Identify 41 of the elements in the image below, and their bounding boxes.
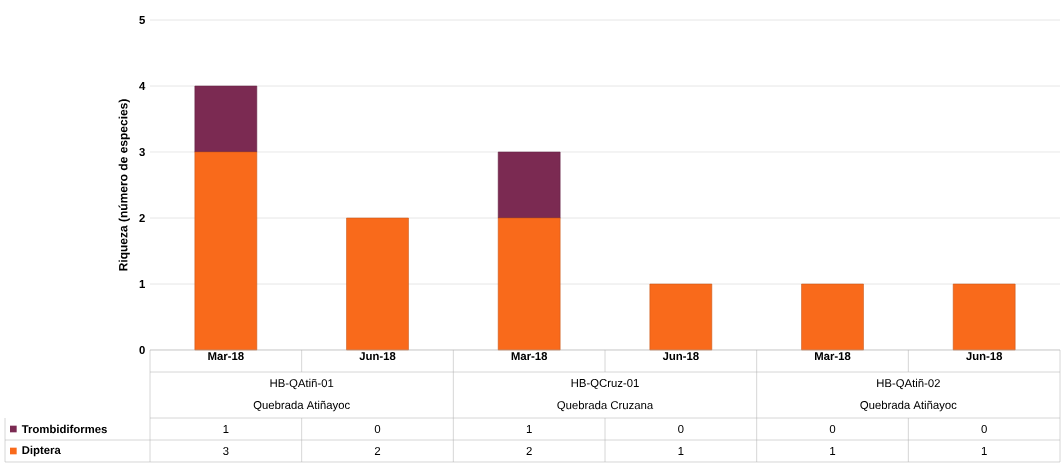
- data-label: 2: [526, 447, 532, 455]
- text: Quebrada Atiñayoc: [253, 400, 350, 412]
- data-label: 1: [830, 447, 836, 455]
- text: HB-QCruz-01: [571, 378, 639, 390]
- data-label: 1: [678, 447, 684, 455]
- text: HB-QAtiñ-01: [270, 378, 334, 390]
- data-label: 1: [526, 425, 532, 433]
- x-tick-label: Jun-18: [662, 352, 699, 361]
- bar: [801, 283, 864, 351]
- y-tick-label: 2: [139, 214, 145, 222]
- bar: [952, 283, 1016, 351]
- x-tick-label: Mar-18: [511, 352, 548, 361]
- data-label: 2: [374, 447, 381, 455]
- x-tick-label: Mar-18: [208, 352, 244, 361]
- y-tick-label: 4: [139, 82, 146, 90]
- data-label: 3: [223, 447, 229, 456]
- legend-label: Trombidiformes: [21, 424, 107, 434]
- bar: [497, 217, 561, 351]
- data-label: 0: [829, 425, 836, 434]
- bar: [497, 151, 561, 219]
- data-label: 0: [678, 425, 684, 434]
- y-tick-label: 0: [139, 346, 145, 355]
- data-label: 1: [981, 447, 987, 455]
- data-label: 1: [223, 425, 229, 433]
- text: HB-QAtiñ-02: [877, 378, 940, 390]
- x-tick-label: Mar-18: [814, 352, 851, 361]
- y-tick-label: 1: [139, 280, 145, 288]
- x-tick-label: Jun-18: [359, 352, 396, 361]
- legend-label: Diptera: [22, 445, 61, 457]
- data-label: 0: [981, 425, 987, 434]
- bar: [649, 283, 713, 351]
- x-tick-label: Jun-18: [966, 352, 1003, 361]
- y-tick-label: 5: [139, 16, 145, 24]
- bar: [194, 151, 258, 351]
- y-axis-title: Riqueza (número de especies): [118, 99, 130, 271]
- data-label: 0: [374, 425, 381, 434]
- y-tick-label: 3: [139, 147, 145, 157]
- bar: [194, 85, 258, 153]
- bar: [346, 217, 409, 351]
- text: Quebrada Cruzana: [557, 400, 654, 412]
- text: Quebrada Atiñayoc: [860, 400, 957, 412]
